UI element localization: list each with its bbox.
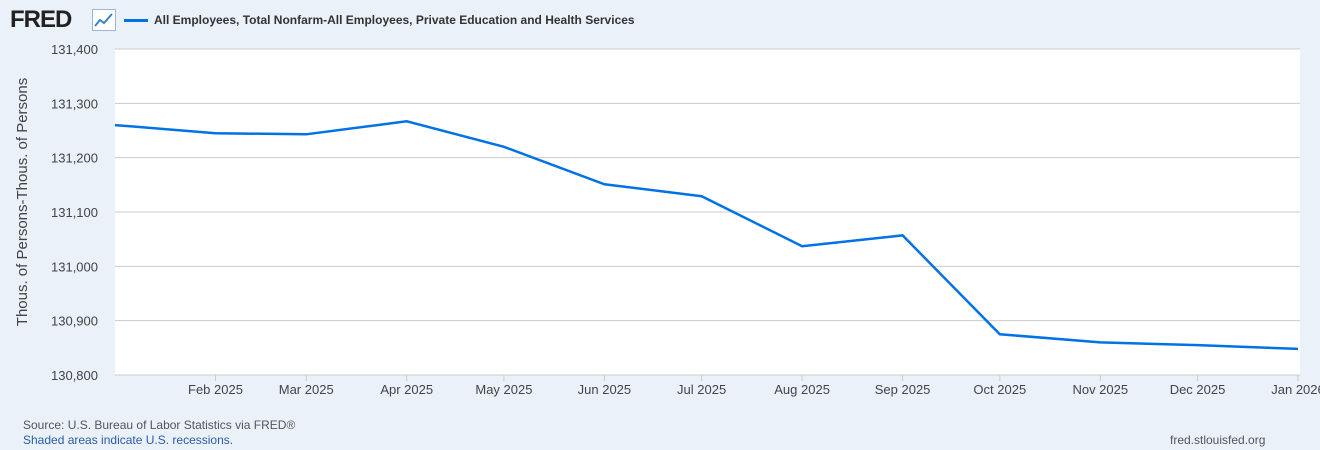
x-tick-label: Sep 2025: [875, 382, 931, 397]
x-tick-label: Dec 2025: [1170, 382, 1226, 397]
legend[interactable]: All Employees, Total Nonfarm-All Employe…: [124, 13, 635, 27]
y-axis-label: Thous. of Persons-Thous. of Persons: [14, 78, 31, 326]
fred-url[interactable]: fred.stlouisfed.org: [1170, 433, 1266, 447]
y-tick-label: 130,900: [51, 314, 98, 329]
series-line: [114, 119, 1299, 351]
y-tick-label: 130,800: [51, 368, 98, 383]
x-tick-label: Nov 2025: [1072, 382, 1128, 397]
x-tick-label: May 2025: [475, 382, 532, 397]
x-tick-label: Aug 2025: [774, 382, 830, 397]
y-tick-label: 131,400: [51, 42, 98, 57]
x-tick-label: Oct 2025: [973, 382, 1026, 397]
y-tick-label: 131,300: [51, 96, 98, 111]
x-tick-label: Feb 2025: [188, 382, 243, 397]
x-tick-label: Apr 2025: [380, 382, 433, 397]
legend-label: All Employees, Total Nonfarm-All Employe…: [154, 13, 635, 27]
x-tick-label: Mar 2025: [279, 382, 334, 397]
y-tick-label: 131,100: [51, 205, 98, 220]
y-tick-label: 131,200: [51, 151, 98, 166]
legend-swatch: [124, 18, 148, 22]
source-text: Source: U.S. Bureau of Labor Statistics …: [23, 418, 296, 432]
y-tick-label: 131,000: [51, 259, 98, 274]
x-tick-label: Jun 2025: [578, 382, 632, 397]
recession-note: Shaded areas indicate U.S. recessions.: [23, 433, 234, 447]
x-tick-label: Jul 2025: [677, 382, 726, 397]
fred-logo: FRED: [10, 6, 72, 33]
x-tick-label: Jan 2026: [1271, 382, 1320, 397]
chart-logo-icon: [92, 9, 116, 31]
